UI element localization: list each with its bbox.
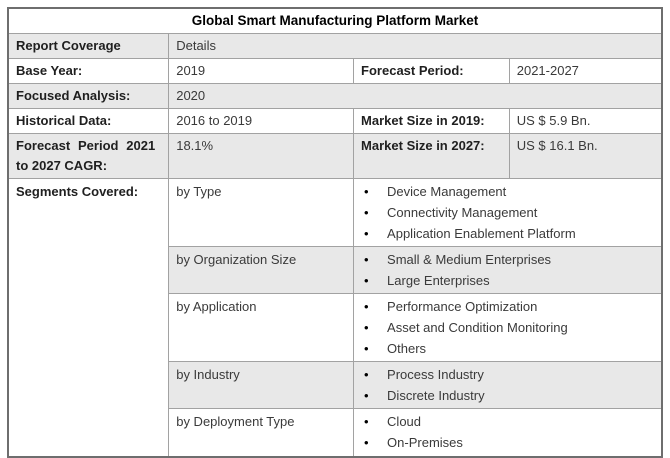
forecast-period-value: 2021-2027 [508,58,663,84]
segment-item-text: Discrete Industry [387,388,485,403]
list-item: • Device Management [364,181,655,202]
focused-analysis-row: Focused Analysis: 2020 [7,83,663,109]
segment-item-text: Connectivity Management [387,205,538,220]
page-title: Global Smart Manufacturing Platform Mark… [7,7,663,34]
focused-analysis-label: Focused Analysis: [7,83,170,109]
list-item: • Small & Medium Enterprises [364,249,655,270]
base-year-row: Base Year: 2019 Forecast Period: 2021-20… [7,58,663,84]
bullet-icon: • [364,252,369,267]
segment-industry-label: by Industry [168,361,355,409]
list-item: • Connectivity Management [364,202,655,223]
list-item: • On-Premises [364,432,655,453]
forecast-cagr-value: 18.1% [168,133,355,179]
segments-covered-label: Segments Covered: [7,178,170,458]
list-item: • Large Enterprises [364,270,655,291]
segment-item-text: Device Management [387,184,507,199]
bullet-icon: • [364,299,369,314]
focused-analysis-value: 2020 [168,83,663,109]
segment-item-text: Cloud [387,414,422,429]
segment-row-application: by Application • Performance Optimizatio… [8,293,663,362]
market-size-2019-label: Market Size in 2019: [353,108,510,134]
segment-industry-items: • Process Industry • Discrete Industry [353,361,663,409]
segment-row-industry: by Industry • Process Industry • Discret… [8,361,663,409]
base-year-label: Base Year: [7,58,170,84]
market-report-table: Global Smart Manufacturing Platform Mark… [7,7,663,458]
report-coverage-row: Report Coverage Details [7,33,663,59]
bullet-icon: • [364,320,369,335]
list-item: • Process Industry [364,364,655,385]
bullet-icon: • [364,184,369,199]
bullet-icon: • [364,273,369,288]
historical-data-label: Historical Data: [7,108,170,134]
segment-item-text: Process Industry [387,367,484,382]
segment-organization-size-label: by Organization Size [168,246,355,294]
base-year-value: 2019 [168,58,355,84]
segment-item-text: Large Enterprises [387,273,490,288]
forecast-cagr-row: Forecast Period 2021 to 2027 CAGR: 18.1%… [7,133,663,179]
forecast-period-label: Forecast Period: [353,58,510,84]
segment-deployment-type-label: by Deployment Type [168,408,355,458]
segment-row-type: Segments Covered: by Type • Device Manag… [7,178,663,458]
list-item: • Others [364,338,655,359]
segment-item-text: Performance Optimization [387,299,538,314]
segment-deployment-type-items: • Cloud • On-Premises [353,408,663,458]
segment-application-label: by Application [168,293,355,362]
bullet-icon: • [364,205,369,220]
segment-item-text: Asset and Condition Monitoring [387,320,568,335]
list-item: • Performance Optimization [364,296,655,317]
bullet-icon: • [364,367,369,382]
bullet-icon: • [364,414,369,429]
segment-application-items: • Performance Optimization • Asset and C… [353,293,663,362]
list-item: • Application Enablement Platform [364,223,655,244]
market-size-2019-value: US $ 5.9 Bn. [508,108,663,134]
segment-organization-size-items: • Small & Medium Enterprises • Large Ent… [353,246,663,294]
report-coverage-label: Report Coverage [7,33,170,59]
segment-type-items: • Device Management • Connectivity Manag… [353,178,663,247]
historical-data-value: 2016 to 2019 [168,108,355,134]
bullet-icon: • [364,341,369,356]
market-size-2027-value: US $ 16.1 Bn. [508,133,663,179]
title-row: Global Smart Manufacturing Platform Mark… [7,7,663,34]
segment-item-text: Application Enablement Platform [387,226,576,241]
bullet-icon: • [364,388,369,403]
list-item: • Asset and Condition Monitoring [364,317,655,338]
forecast-cagr-label: Forecast Period 2021 to 2027 CAGR: [7,133,170,179]
list-item: • Cloud [364,411,655,432]
segment-type-label: by Type [168,178,355,247]
segment-item-text: Others [387,341,427,356]
report-coverage-value: Details [168,33,663,59]
segment-item-text: On-Premises [387,435,463,450]
bullet-icon: • [364,226,369,241]
bullet-icon: • [364,435,369,450]
market-size-2027-label: Market Size in 2027: [353,133,510,179]
segment-row-organization-size: by Organization Size • Small & Medium En… [8,246,663,294]
segment-item-text: Small & Medium Enterprises [387,252,552,267]
historical-data-row: Historical Data: 2016 to 2019 Market Siz… [7,108,663,134]
list-item: • Discrete Industry [364,385,655,406]
